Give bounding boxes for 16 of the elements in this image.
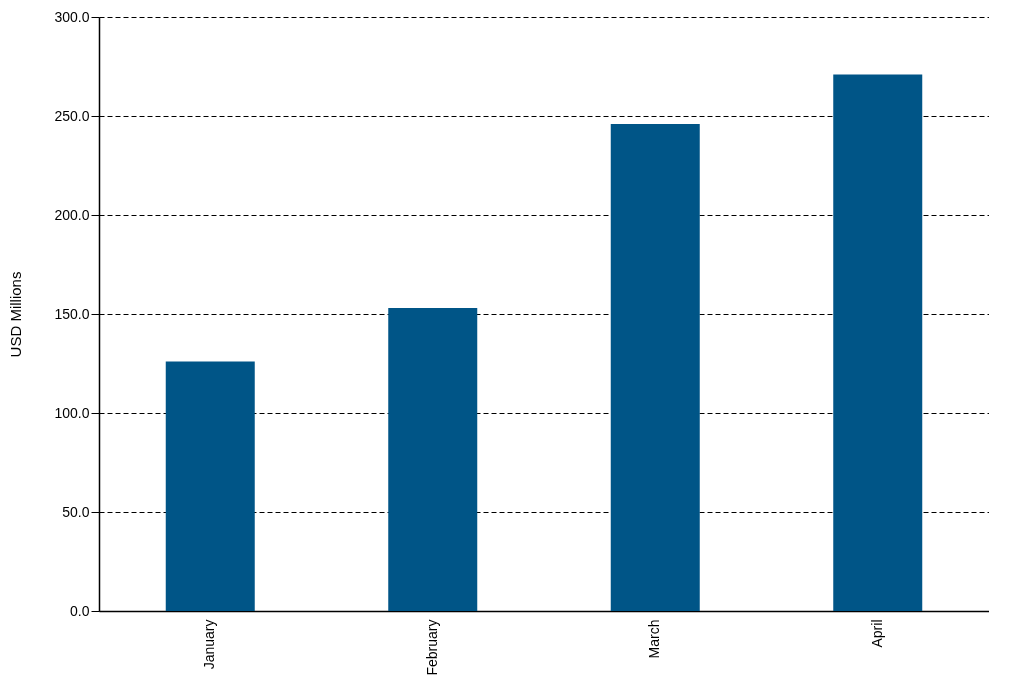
bar xyxy=(833,74,923,611)
x-tick-label: January xyxy=(201,619,218,670)
y-tick-label: 100.0 xyxy=(54,404,90,421)
x-tick-label: April xyxy=(868,619,885,648)
y-tick-label: 250.0 xyxy=(54,107,90,124)
y-tick-label: 150.0 xyxy=(54,305,90,322)
x-tick-label: February xyxy=(423,619,440,676)
y-tick-label: 200.0 xyxy=(54,206,90,223)
bar xyxy=(610,123,700,611)
x-tick-label: March xyxy=(646,619,663,659)
bar xyxy=(388,308,478,611)
y-tick-label: 50.0 xyxy=(62,503,90,520)
y-axis-title: USD Millions xyxy=(7,271,25,358)
y-tick-label: 300.0 xyxy=(54,8,90,25)
bar xyxy=(165,361,255,611)
y-tick-label: 0.0 xyxy=(70,602,90,619)
